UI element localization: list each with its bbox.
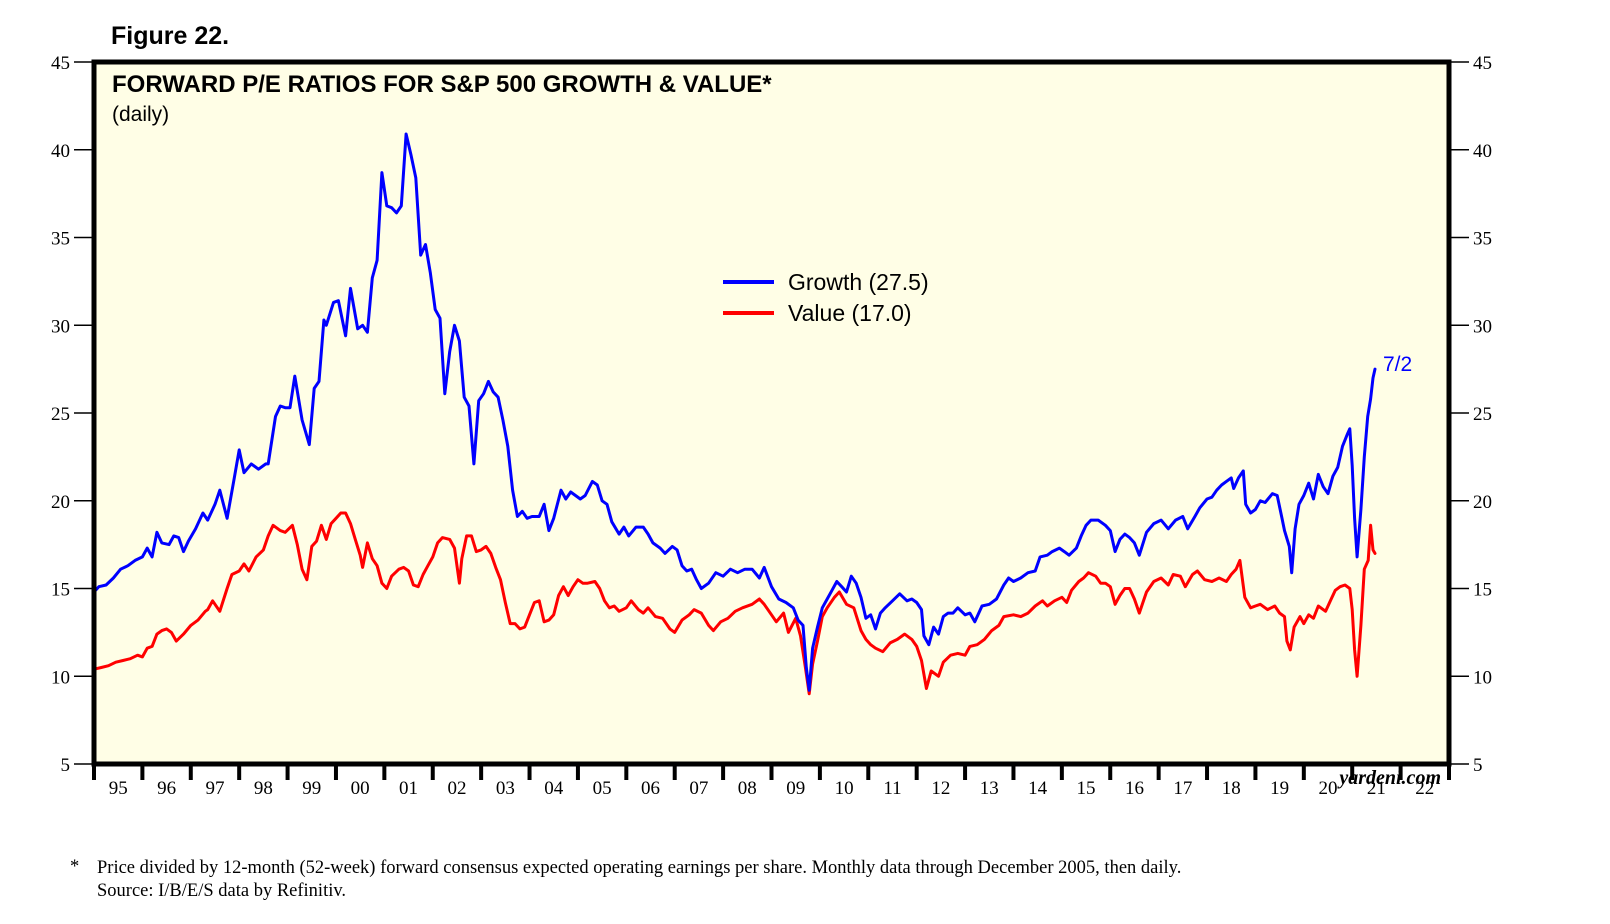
x-tick-label: 19 [1270, 778, 1289, 799]
right-y-tick-label: 25 [1473, 404, 1492, 425]
right-y-tick-label: 10 [1473, 667, 1492, 688]
chart-subtitle: (daily) [112, 103, 169, 126]
x-tick-label: 97 [205, 778, 224, 799]
right-y-tick-label: 15 [1473, 580, 1492, 601]
left-y-tick-label: 30 [51, 316, 70, 337]
x-tick-label: 18 [1222, 778, 1241, 799]
x-tick-label: 17 [1173, 778, 1192, 799]
x-tick-label: 03 [496, 778, 515, 799]
footnote: * Price divided by 12-month (52-week) fo… [70, 857, 1181, 901]
series-line-growth [92, 132, 1377, 692]
legend-label-growth: Growth (27.5) [788, 269, 929, 295]
x-tick-label: 99 [302, 778, 321, 799]
x-tick-label: 22 [1415, 778, 1434, 799]
plot-frame [91, 59, 1452, 767]
legend-item-growth: Growth (27.5) [723, 269, 929, 295]
footnote-line-2: Source: I/B/E/S data by Refinitiv. [97, 881, 346, 901]
x-tick-label: 08 [738, 778, 757, 799]
right-y-tick-label: 20 [1473, 492, 1492, 513]
x-tick-label: 01 [399, 778, 418, 799]
x-tick-label: 00 [351, 778, 370, 799]
x-tick-label: 20 [1319, 778, 1338, 799]
right-y-tick-label: 45 [1473, 53, 1492, 74]
x-tick-label: 96 [157, 778, 176, 799]
left-y-tick-label: 5 [61, 755, 71, 776]
x-tick-label: 12 [931, 778, 950, 799]
footnote-marker: * [70, 857, 79, 877]
x-tick-label: 07 [689, 778, 708, 799]
left-y-tick-label: 25 [51, 404, 70, 425]
left-y-tick-label: 35 [51, 229, 70, 250]
legend: Growth (27.5) Value (17.0) [723, 269, 929, 326]
brand-watermark: yardeni.com [1337, 767, 1441, 789]
legend-label-value: Value (17.0) [788, 300, 912, 326]
x-tick-label: 13 [980, 778, 999, 799]
x-tick-label: 14 [1028, 778, 1048, 799]
x-tick-label: 02 [447, 778, 466, 799]
x-tick-label: 11 [883, 778, 901, 799]
series-layer [92, 132, 1377, 696]
x-tick-label: 21 [1367, 778, 1386, 799]
x-tick-label: 98 [254, 778, 273, 799]
left-y-tick-label: 15 [51, 580, 70, 601]
right-y-tick-label: 30 [1473, 316, 1492, 337]
right-y-tick-label: 35 [1473, 229, 1492, 250]
right-y-tick-label: 40 [1473, 141, 1492, 162]
left-y-tick-label: 10 [51, 667, 70, 688]
x-tick-label: 16 [1125, 778, 1144, 799]
left-y-tick-label: 45 [51, 53, 70, 74]
series-line-value [92, 511, 1377, 696]
x-tick-label: 10 [835, 778, 854, 799]
x-tick-label: 09 [786, 778, 805, 799]
left-y-axis: 5 10 15 20 25 30 35 40 45 [51, 53, 94, 776]
x-tick-label: 95 [109, 778, 128, 799]
x-tick-label: 06 [641, 778, 660, 799]
x-axis: 95 96 97 98 99 00 01 02 03 04 05 06 07 08 09 10 11 12 13 14… [92, 764, 1451, 799]
plot-background [94, 62, 1449, 764]
x-tick-label: 04 [544, 778, 564, 799]
x-tick-label: 05 [593, 778, 612, 799]
left-y-tick-label: 40 [51, 141, 70, 162]
right-y-axis: 5 10 15 20 25 30 35 40 45 [1449, 53, 1492, 776]
end-date-label: 7/2 [1383, 353, 1412, 376]
legend-item-value: Value (17.0) [723, 300, 912, 326]
figure-label: Figure 22. [111, 22, 229, 50]
right-y-tick-label: 5 [1473, 755, 1483, 776]
footnote-line-1: Price divided by 12-month (52-week) forw… [97, 858, 1181, 878]
left-y-tick-label: 20 [51, 492, 70, 513]
chart-title: FORWARD P/E RATIOS FOR S&P 500 GROWTH & … [112, 71, 772, 98]
x-tick-label: 15 [1077, 778, 1096, 799]
